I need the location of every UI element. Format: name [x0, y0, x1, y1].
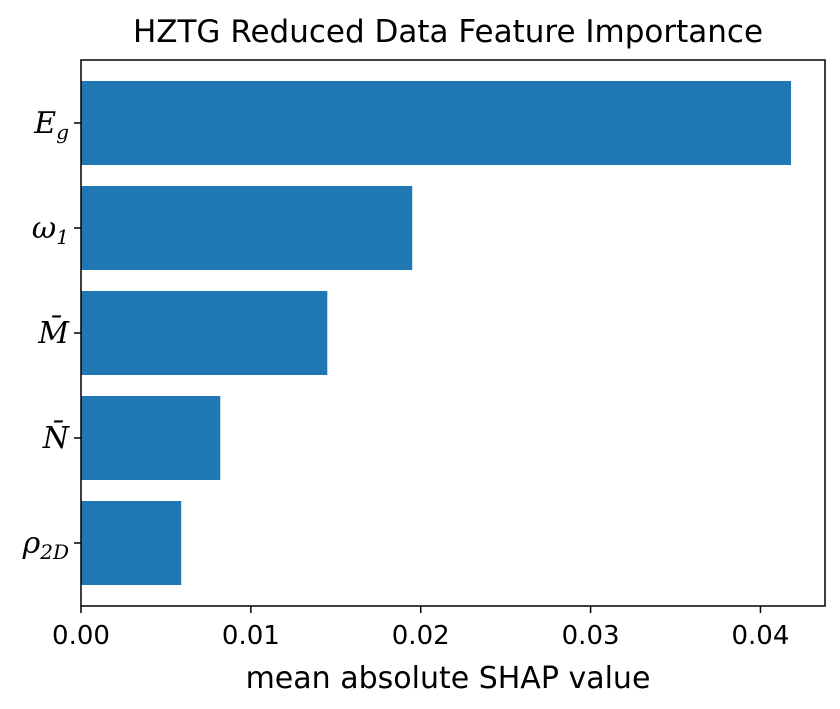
- x-tick-label: 0.00: [52, 621, 110, 651]
- x-axis-ticks: 0.00 0.01 0.02 0.03 0.04: [52, 606, 789, 651]
- y-tick-label: ρ2D: [22, 526, 69, 564]
- y-axis-labels: Eg ω1 M̄ N̄ ρ2D: [22, 106, 81, 564]
- x-axis-label: mean absolute SHAP value: [246, 661, 651, 696]
- y-tick-label: ω1: [32, 211, 69, 249]
- axes-frame: [80, 59, 826, 607]
- bar-2: [81, 291, 328, 375]
- bars-group: [81, 81, 792, 585]
- bar-4: [81, 501, 182, 585]
- x-tick-label: 0.03: [562, 621, 620, 651]
- bar-0: [81, 81, 792, 165]
- chart-title: HZTG Reduced Data Feature Importance: [133, 14, 763, 50]
- x-tick-label: 0.04: [732, 621, 790, 651]
- x-tick-label: 0.02: [392, 621, 450, 651]
- bar-3: [81, 396, 221, 480]
- y-tick-label: N̄: [42, 420, 71, 456]
- x-tick-label: 0.01: [222, 621, 280, 651]
- y-tick-label: M̄: [37, 315, 70, 351]
- y-tick-label: Eg: [33, 106, 69, 144]
- bar-1: [81, 186, 413, 270]
